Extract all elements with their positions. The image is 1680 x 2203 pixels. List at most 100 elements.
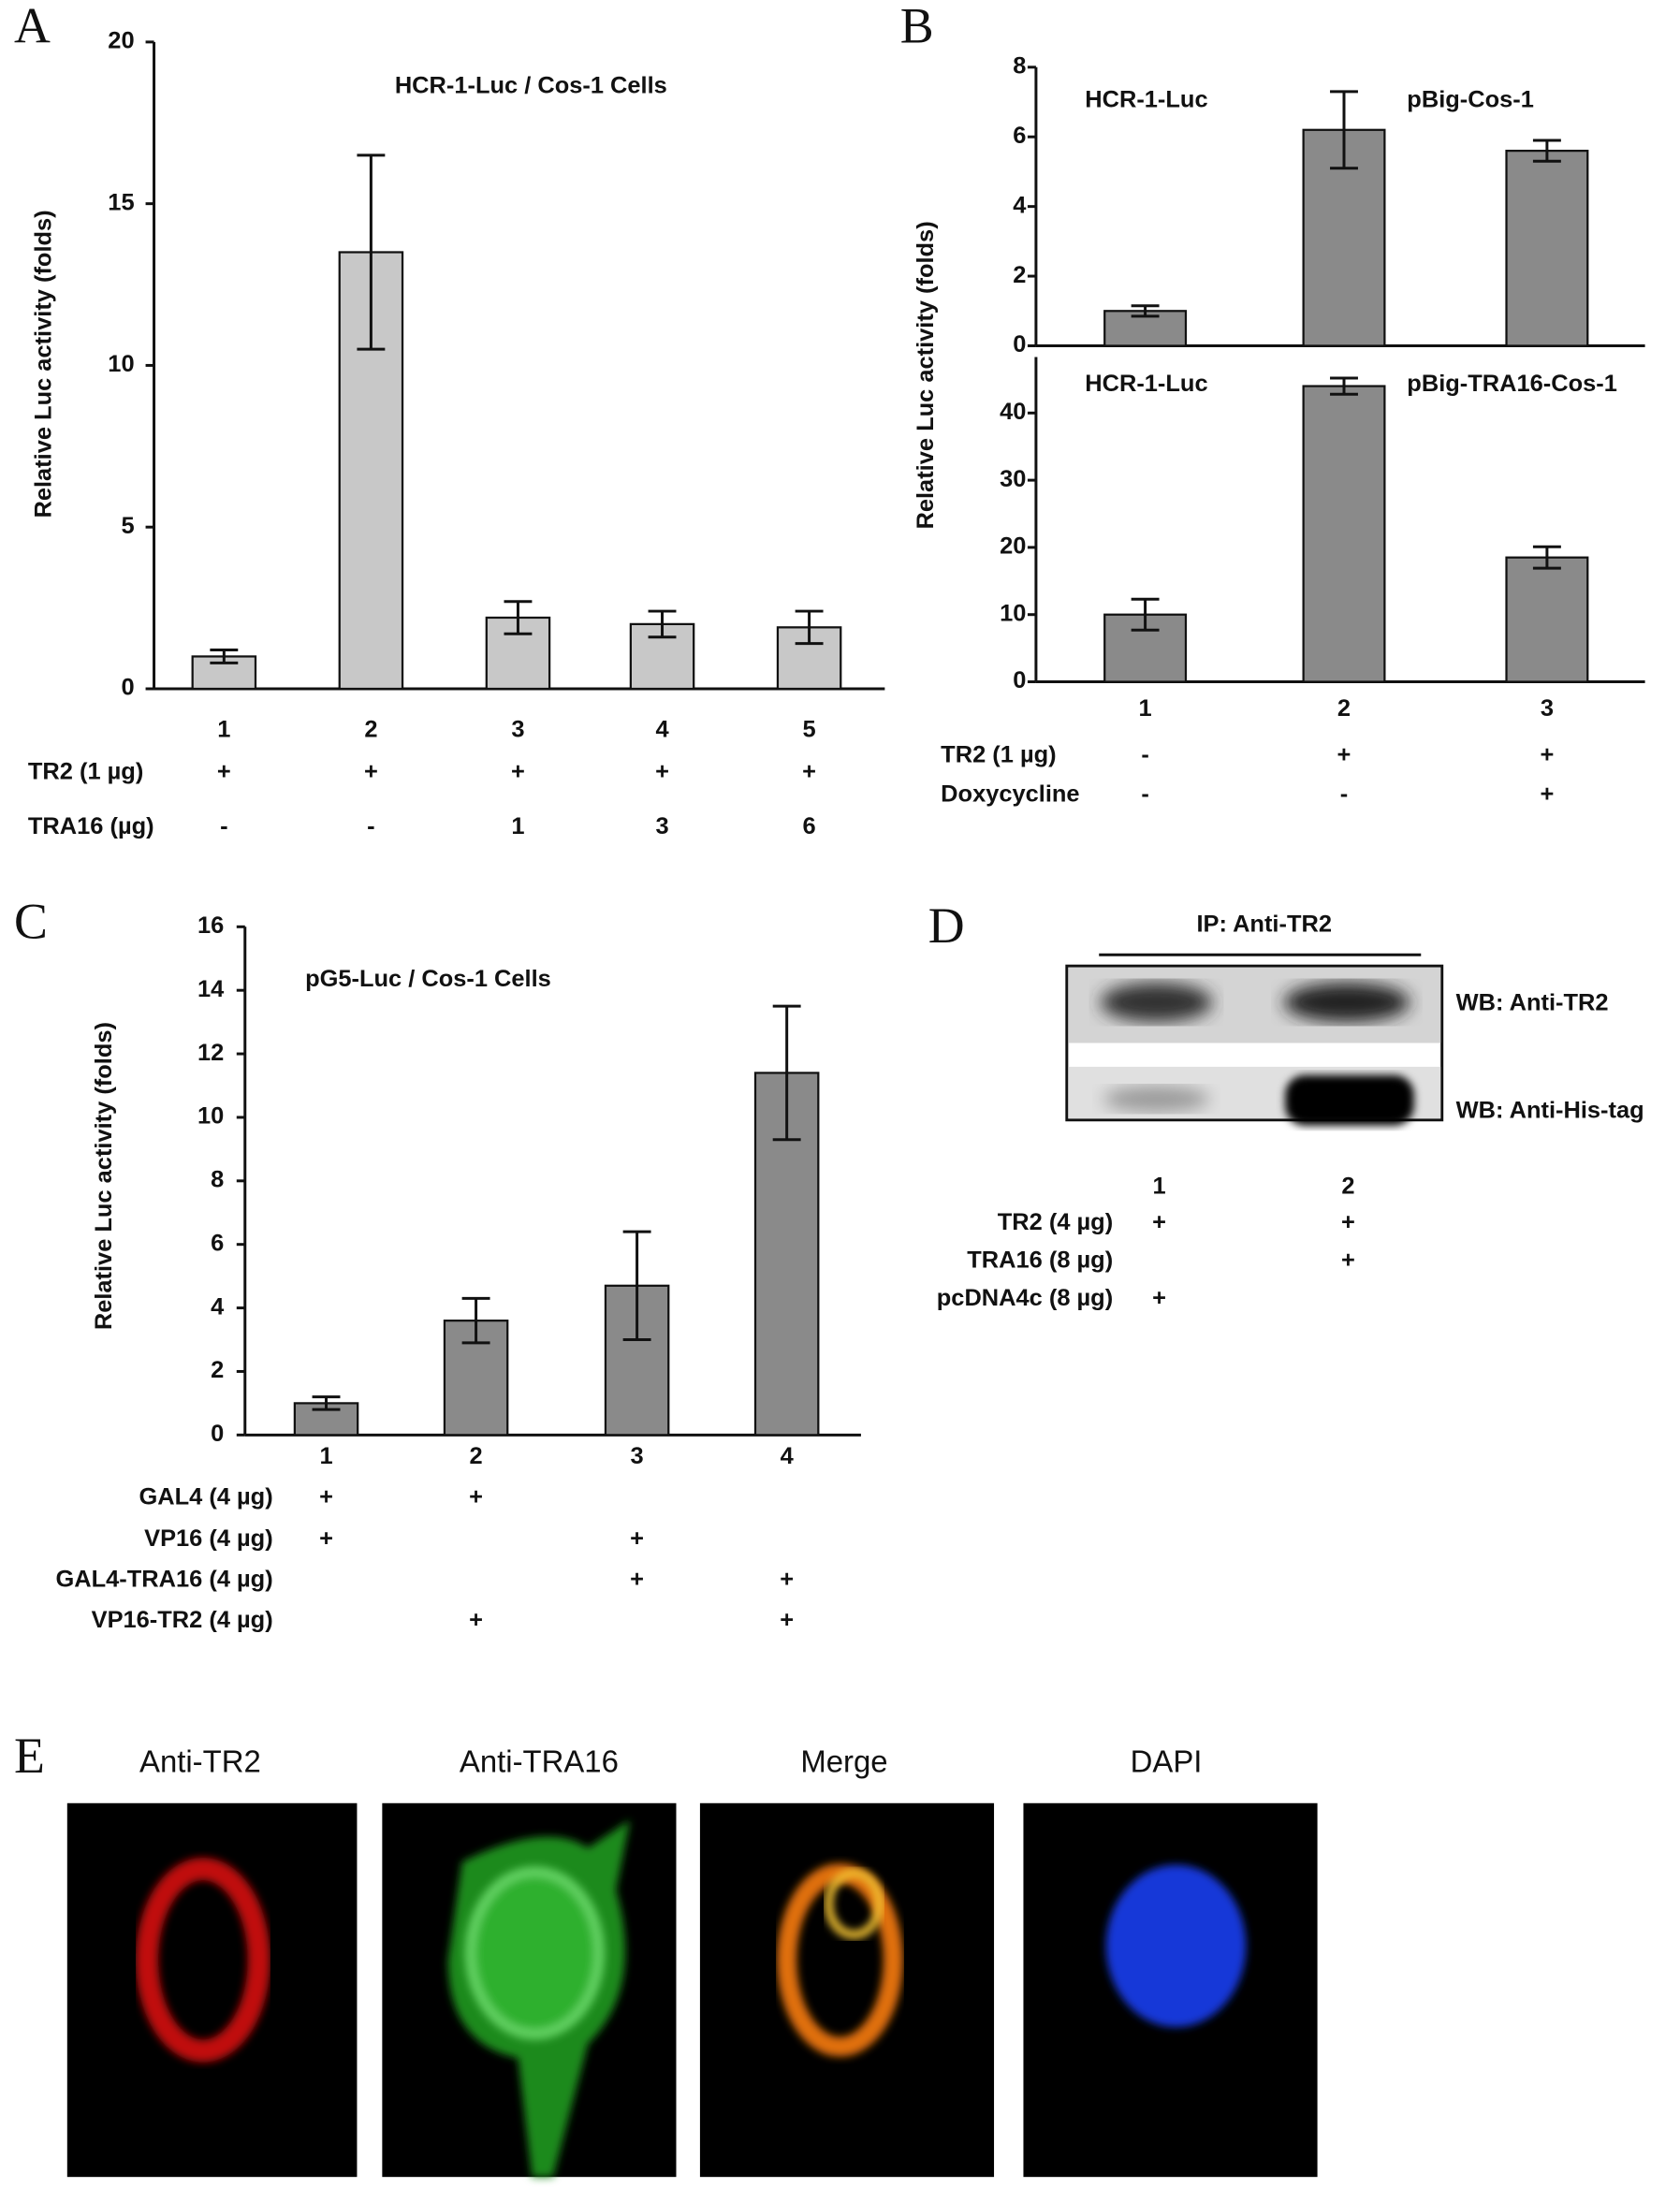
condition-label: TRA16 (µg) bbox=[28, 813, 154, 839]
y-tick-label: 20 bbox=[1000, 533, 1026, 560]
x-tick-label: 2 bbox=[364, 717, 377, 743]
merge-highlight bbox=[825, 1869, 884, 1939]
y-tick-label: 10 bbox=[197, 1103, 224, 1130]
band bbox=[1285, 1074, 1414, 1126]
condition-value: + bbox=[655, 758, 669, 784]
condition-label: Doxycycline bbox=[941, 781, 1079, 807]
wb-label: WB: Anti-TR2 bbox=[1456, 989, 1609, 1015]
bar bbox=[1505, 149, 1589, 347]
condition-label: TR2 (4 µg) bbox=[998, 1209, 1113, 1235]
panel-letter: A bbox=[14, 0, 51, 53]
image-title: Anti-TRA16 bbox=[460, 1744, 619, 1779]
y-tick-label: 2 bbox=[211, 1357, 224, 1383]
y-tick-label: 4 bbox=[1013, 192, 1026, 218]
panel-letter: C bbox=[14, 894, 48, 950]
panel-letter: D bbox=[928, 897, 965, 954]
y-tick-label: 2 bbox=[1013, 262, 1026, 288]
chart-title: pG5-Luc / Cos-1 Cells bbox=[305, 966, 551, 992]
bar bbox=[1505, 556, 1589, 683]
condition-value: 6 bbox=[803, 813, 816, 839]
condition-value: 1 bbox=[511, 813, 524, 839]
x-tick-label: 5 bbox=[803, 717, 816, 743]
condition-value: 3 bbox=[655, 813, 668, 839]
condition-value: + bbox=[469, 1607, 483, 1633]
condition-value: + bbox=[1540, 742, 1554, 768]
y-tick-label: 16 bbox=[197, 912, 224, 939]
y-tick-label: 30 bbox=[1000, 466, 1026, 492]
annotation: HCR-1-Luc bbox=[1085, 371, 1207, 397]
band bbox=[1103, 1086, 1210, 1112]
x-tick-label: 2 bbox=[1337, 695, 1351, 722]
ip-label: IP: Anti-TR2 bbox=[1196, 912, 1332, 938]
condition-label: pcDNA4c (8 µg) bbox=[937, 1285, 1113, 1311]
condition-value: + bbox=[1341, 1209, 1355, 1235]
x-tick-label: 3 bbox=[1541, 695, 1554, 722]
condition-value: - bbox=[1340, 781, 1348, 807]
condition-value: + bbox=[217, 758, 231, 784]
x-tick-label: 1 bbox=[1139, 695, 1152, 722]
condition-value: + bbox=[469, 1483, 483, 1510]
y-axis-label: Relative Luc activity (folds) bbox=[31, 210, 57, 518]
annotation: HCR-1-Luc bbox=[1085, 86, 1207, 112]
condition-label: GAL4 (4 µg) bbox=[139, 1483, 273, 1510]
x-tick-label: 1 bbox=[217, 717, 230, 743]
condition-value: + bbox=[1152, 1209, 1166, 1235]
condition-value: + bbox=[1337, 742, 1351, 768]
y-tick-label: 20 bbox=[108, 28, 134, 54]
panel-letter: B bbox=[900, 0, 934, 53]
condition-label: VP16-TR2 (4 µg) bbox=[92, 1607, 273, 1633]
nucleus-ring bbox=[464, 1866, 606, 2040]
condition-value: + bbox=[780, 1567, 794, 1593]
image-title: Merge bbox=[800, 1744, 887, 1779]
cell-dapi bbox=[1105, 1864, 1247, 2028]
condition-label: TR2 (1 µg) bbox=[28, 758, 143, 784]
x-tick-label: 3 bbox=[631, 1443, 644, 1469]
y-tick-label: 14 bbox=[197, 976, 224, 1002]
condition-value: + bbox=[364, 758, 378, 784]
y-tick-label: 0 bbox=[1013, 667, 1026, 693]
condition-label: TRA16 (8 µg) bbox=[967, 1247, 1113, 1274]
condition-value: - bbox=[367, 813, 374, 839]
x-tick-label: 3 bbox=[511, 717, 524, 743]
y-tick-label: 40 bbox=[1000, 399, 1026, 425]
x-tick-label: 4 bbox=[655, 717, 668, 743]
y-tick-label: 6 bbox=[1013, 123, 1026, 149]
image-title: DAPI bbox=[1131, 1744, 1203, 1779]
chart-title: HCR-1-Luc / Cos-1 Cells bbox=[395, 72, 667, 98]
condition-label: VP16 (4 µg) bbox=[144, 1525, 273, 1552]
y-tick-label: 4 bbox=[211, 1293, 224, 1320]
condition-value: + bbox=[319, 1525, 333, 1552]
x-tick-label: 1 bbox=[319, 1443, 332, 1469]
condition-value: - bbox=[220, 813, 227, 839]
y-tick-label: 0 bbox=[211, 1421, 224, 1447]
lane-label: 2 bbox=[1341, 1173, 1354, 1199]
y-tick-label: 0 bbox=[1013, 331, 1026, 357]
condition-value: + bbox=[319, 1483, 333, 1510]
band bbox=[1100, 983, 1213, 1023]
lane-label: 1 bbox=[1152, 1173, 1165, 1199]
x-tick-label: 2 bbox=[470, 1443, 483, 1469]
bar bbox=[293, 1402, 359, 1437]
annotation: pBig-TRA16-Cos-1 bbox=[1407, 371, 1617, 397]
y-tick-label: 8 bbox=[1013, 53, 1026, 80]
x-tick-label: 4 bbox=[781, 1443, 794, 1469]
condition-value: + bbox=[802, 758, 816, 784]
condition-value: + bbox=[780, 1607, 794, 1633]
image-title: Anti-TR2 bbox=[139, 1744, 261, 1779]
condition-value: - bbox=[1141, 742, 1148, 768]
y-tick-label: 0 bbox=[121, 675, 134, 701]
y-tick-label: 10 bbox=[108, 351, 134, 377]
condition-value: + bbox=[511, 758, 525, 784]
micrograph bbox=[699, 1802, 995, 2178]
condition-label: TR2 (1 µg) bbox=[941, 742, 1056, 768]
annotation: pBig-Cos-1 bbox=[1407, 86, 1534, 112]
condition-label: GAL4-TRA16 (4 µg) bbox=[56, 1567, 273, 1593]
bar bbox=[1302, 385, 1386, 683]
panel-d: IP: Anti-TR2 WB: Anti-TR2 WB: Anti-His-t… bbox=[1065, 912, 1644, 1199]
panel-e: Anti-TR2 Anti-TRA16 Merge DAPI bbox=[66, 1744, 1318, 2178]
y-tick-label: 6 bbox=[211, 1230, 224, 1256]
y-tick-label: 15 bbox=[108, 189, 134, 215]
y-tick-label: 5 bbox=[121, 513, 134, 539]
cell-red bbox=[136, 1858, 270, 2063]
